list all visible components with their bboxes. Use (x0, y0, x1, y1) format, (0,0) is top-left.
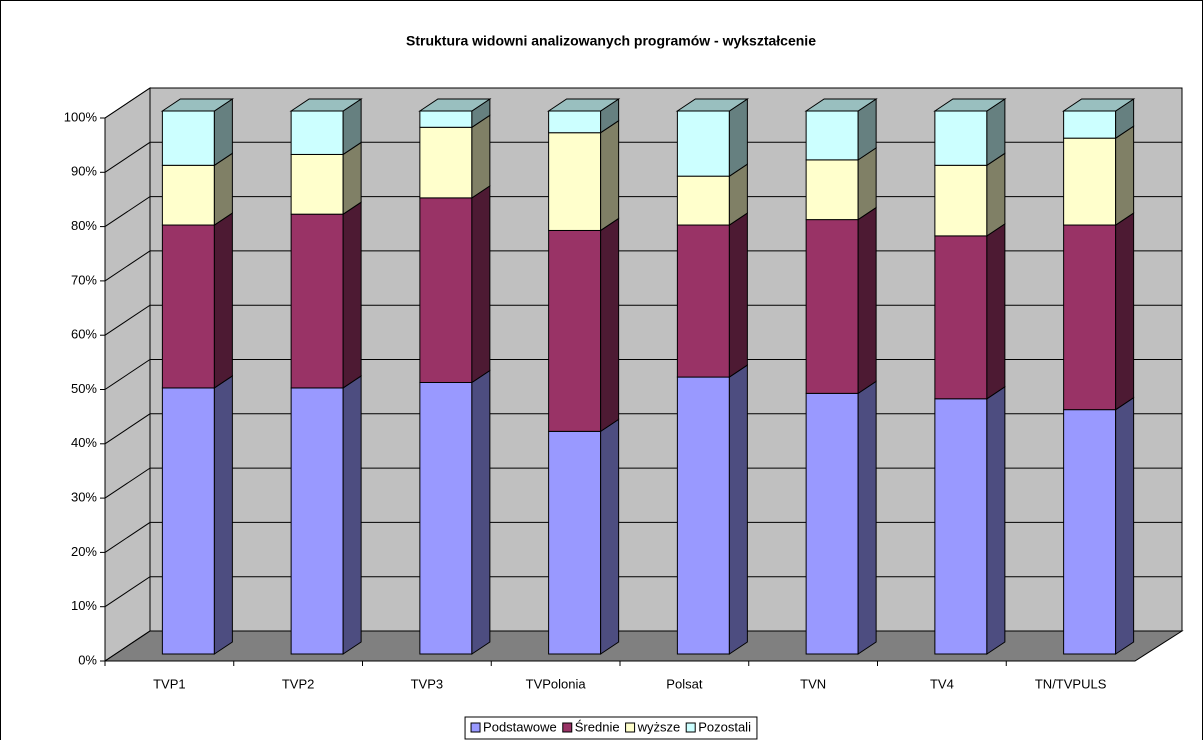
bar (419, 126, 473, 199)
legend-label: wyższe (637, 719, 681, 734)
bar (805, 159, 859, 221)
bar-side (857, 380, 877, 655)
bar-side (213, 212, 233, 389)
x-tick-label: TV4 (930, 676, 954, 691)
bar-side (600, 217, 620, 433)
bar (548, 110, 602, 134)
x-tick-label: Polsat (666, 676, 703, 691)
bar-top (675, 98, 750, 112)
bar (676, 110, 730, 177)
bar-side (728, 98, 748, 178)
bar-side (342, 201, 362, 389)
y-tick-label: 70% (71, 272, 97, 287)
bar-side (1115, 212, 1135, 411)
bar (934, 164, 988, 237)
bar-side (728, 364, 748, 655)
bar (161, 224, 215, 389)
bar-side (986, 222, 1006, 400)
bar-side (986, 385, 1006, 655)
y-tick-label: 20% (71, 544, 97, 559)
x-tick-label: TN/TVPULS (1035, 676, 1107, 691)
y-tick-label: 10% (71, 598, 97, 613)
legend-swatch (685, 722, 696, 733)
bar (419, 197, 473, 383)
bar (1063, 409, 1117, 655)
bar-side (600, 119, 620, 232)
bar (290, 387, 344, 655)
y-tick-label: 60% (71, 327, 97, 342)
bar-top (160, 98, 235, 112)
bar (290, 110, 344, 155)
bar (419, 110, 473, 128)
bar (161, 110, 215, 166)
bar-top (546, 98, 621, 112)
bar-side (857, 206, 877, 395)
bar (676, 224, 730, 378)
y-tick-label: 90% (71, 164, 97, 179)
legend-label: Pozostali (698, 719, 751, 734)
chart-title: Struktura widowni analizowanych programó… (406, 33, 816, 49)
x-tick-label: TVP2 (282, 676, 315, 691)
bar (1063, 224, 1117, 411)
bar (548, 430, 602, 655)
legend (464, 716, 758, 740)
bar-side (213, 374, 233, 655)
x-tick-label: TVPolonia (526, 676, 587, 691)
y-tick-label: 40% (71, 435, 97, 450)
bar-top (1061, 98, 1136, 112)
bar-top (418, 98, 492, 112)
bar-top (804, 98, 878, 112)
bar (419, 382, 473, 655)
bar (805, 219, 859, 394)
bar-side (1115, 125, 1135, 226)
x-tick-label: TVN (800, 676, 826, 691)
bar (1063, 137, 1117, 226)
bar-top (933, 98, 1007, 112)
bar-top (289, 98, 363, 112)
legend-label: Średnie (575, 719, 620, 734)
bar-side (342, 374, 362, 655)
bar-side (471, 369, 491, 655)
y-tick-label: 0% (78, 652, 97, 667)
bar (161, 387, 215, 655)
legend-swatch (562, 722, 573, 733)
bar-side (1115, 396, 1135, 655)
bar (805, 110, 859, 161)
bar (676, 175, 730, 226)
bar (548, 132, 602, 231)
bar (934, 235, 988, 400)
bar-side (728, 212, 748, 379)
legend-label: Podstawowe (483, 719, 557, 734)
legend-swatch (625, 722, 636, 733)
bar (934, 110, 988, 166)
bar (1063, 110, 1117, 139)
bar-side (471, 114, 491, 199)
bar-side (471, 184, 491, 384)
x-tick-label: TVP3 (411, 676, 444, 691)
legend-swatch (470, 722, 481, 733)
bar (934, 398, 988, 655)
bar (548, 229, 602, 432)
bar-side (986, 152, 1006, 237)
x-tick-label: TVP1 (153, 676, 186, 691)
bar (290, 153, 344, 215)
bar (805, 392, 859, 655)
y-tick-label: 100% (64, 109, 98, 124)
bar (161, 164, 215, 226)
bar (676, 376, 730, 655)
y-tick-label: 30% (71, 490, 97, 505)
y-tick-label: 80% (71, 218, 97, 233)
y-tick-label: 50% (71, 381, 97, 396)
grid-line (104, 87, 1182, 119)
floor (103, 630, 1184, 662)
bar (290, 213, 344, 389)
bar-side (600, 418, 620, 655)
